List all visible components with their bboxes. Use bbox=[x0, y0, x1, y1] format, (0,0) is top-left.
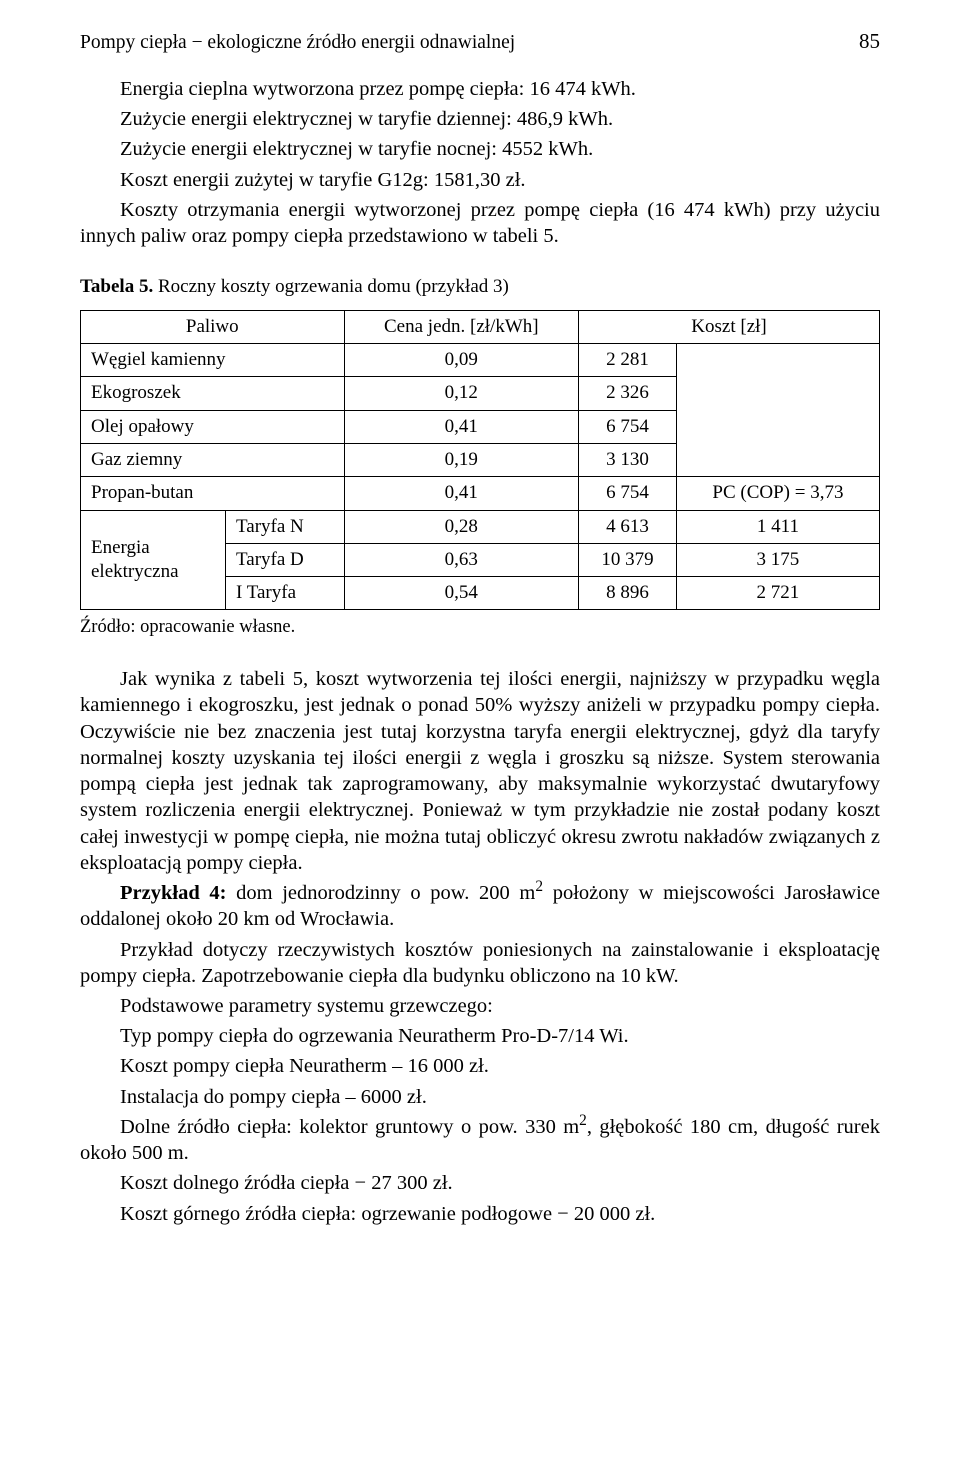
example4-paragraph: Przykład 4: dom jednorodzinny o pow. 200… bbox=[80, 880, 880, 932]
cell-price: 0,28 bbox=[344, 510, 579, 543]
th-cena: Cena jedn. [zł/kWh] bbox=[344, 310, 579, 343]
intro-line-4: Koszt energii zużytej w taryfie G12g: 15… bbox=[80, 167, 880, 193]
cell-taryfa: I Taryfa bbox=[225, 577, 344, 610]
th-koszt: Koszt [zł] bbox=[579, 310, 880, 343]
intro-line-2: Zużycie energii elektrycznej w taryfie d… bbox=[80, 106, 880, 132]
cell-label: Węgiel kamienny bbox=[81, 343, 345, 376]
cell-taryfa: Taryfa N bbox=[225, 510, 344, 543]
params-title: Podstawowe parametry systemu grzewczego: bbox=[80, 993, 880, 1019]
example4-description: Przykład dotyczy rzeczywistych kosztów p… bbox=[80, 937, 880, 989]
cell-cost: 2 326 bbox=[579, 377, 677, 410]
cell-extra: PC (COP) = 3,73 bbox=[676, 477, 879, 510]
cell-extra: 1 411 bbox=[676, 510, 879, 543]
cell-extra-empty bbox=[676, 343, 879, 476]
cell-price: 0,63 bbox=[344, 543, 579, 576]
table5-caption-text: Roczny koszty ogrzewania domu (przykład … bbox=[153, 276, 509, 297]
cell-extra: 3 175 bbox=[676, 543, 879, 576]
table-row: Węgiel kamienny 0,09 2 281 bbox=[81, 343, 880, 376]
intro-line-1: Energia cieplna wytworzona przez pompę c… bbox=[80, 76, 880, 102]
cell-cost: 2 281 bbox=[579, 343, 677, 376]
cell-energy-group: Energia elektryczna bbox=[81, 510, 226, 610]
cell-label: Olej opałowy bbox=[81, 410, 345, 443]
table-row: Propan-butan 0,41 6 754 PC (COP) = 3,73 bbox=[81, 477, 880, 510]
cell-label: Gaz ziemny bbox=[81, 443, 345, 476]
cell-cost: 4 613 bbox=[579, 510, 677, 543]
cell-cost: 6 754 bbox=[579, 410, 677, 443]
sup-2: 2 bbox=[579, 1112, 587, 1129]
cell-cost: 8 896 bbox=[579, 577, 677, 610]
table5-source: Źródło: opracowanie własne. bbox=[80, 616, 880, 640]
body-main-paragraph: Jak wynika z tabeli 5, koszt wytworzenia… bbox=[80, 666, 880, 876]
cell-price: 0,12 bbox=[344, 377, 579, 410]
params-line-4a: Dolne źródło ciepła: kolektor gruntowy o… bbox=[120, 1116, 579, 1138]
intro-line-3: Zużycie energii elektrycznej w taryfie n… bbox=[80, 136, 880, 162]
th-paliwo: Paliwo bbox=[81, 310, 345, 343]
table5-caption-label: Tabela 5. bbox=[80, 276, 153, 297]
cell-price: 0,41 bbox=[344, 410, 579, 443]
page-number: 85 bbox=[859, 28, 880, 55]
params-line-3: Instalacja do pompy ciepła – 6000 zł. bbox=[80, 1084, 880, 1110]
table5: Paliwo Cena jedn. [zł/kWh] Koszt [zł] Wę… bbox=[80, 310, 880, 611]
cell-price: 0,09 bbox=[344, 343, 579, 376]
params-line-4: Dolne źródło ciepła: kolektor gruntowy o… bbox=[80, 1114, 880, 1166]
page-container: Pompy ciepła − ekologiczne źródło energi… bbox=[0, 0, 960, 1271]
cell-taryfa: Taryfa D bbox=[225, 543, 344, 576]
intro-line-5: Koszty otrzymania energii wytworzonej pr… bbox=[80, 197, 880, 249]
cell-extra: 2 721 bbox=[676, 577, 879, 610]
cell-cost: 3 130 bbox=[579, 443, 677, 476]
cell-label: Ekogroszek bbox=[81, 377, 345, 410]
table-row: Energia elektryczna Taryfa N 0,28 4 613 … bbox=[81, 510, 880, 543]
table5-caption: Tabela 5. Roczny koszty ogrzewania domu … bbox=[80, 275, 880, 299]
params-line-2: Koszt pompy ciepła Neuratherm – 16 000 z… bbox=[80, 1053, 880, 1079]
example4-text-a: dom jednorodzinny o pow. 200 m bbox=[226, 882, 535, 904]
cell-cost: 6 754 bbox=[579, 477, 677, 510]
running-head: Pompy ciepła − ekologiczne źródło energi… bbox=[80, 28, 880, 56]
params-line-5: Koszt dolnego źródła ciepła − 27 300 zł. bbox=[80, 1170, 880, 1196]
cell-label: Propan-butan bbox=[81, 477, 345, 510]
example4-label: Przykład 4: bbox=[120, 882, 226, 904]
sup-2: 2 bbox=[535, 878, 543, 895]
cell-price: 0,54 bbox=[344, 577, 579, 610]
params-line-6: Koszt górnego źródła ciepła: ogrzewanie … bbox=[80, 1201, 880, 1227]
cell-price: 0,41 bbox=[344, 477, 579, 510]
table-header-row: Paliwo Cena jedn. [zł/kWh] Koszt [zł] bbox=[81, 310, 880, 343]
cell-cost: 10 379 bbox=[579, 543, 677, 576]
cell-price: 0,19 bbox=[344, 443, 579, 476]
params-line-1: Typ pompy ciepła do ogrzewania Neurather… bbox=[80, 1023, 880, 1049]
running-title: Pompy ciepła − ekologiczne źródło energi… bbox=[80, 31, 515, 56]
